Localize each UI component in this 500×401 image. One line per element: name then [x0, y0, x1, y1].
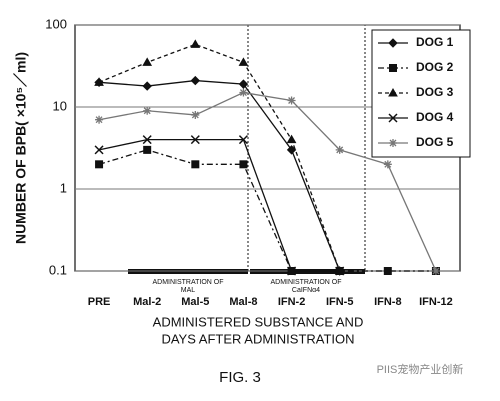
legend-label: DOG 5 — [416, 135, 454, 149]
annotation: CaIFNα4 — [292, 287, 320, 294]
marker — [431, 267, 440, 275]
y-axis-label: NUMBER OF BPB( ×10⁵／ml) — [13, 52, 29, 244]
caption: FIG. 3 — [219, 369, 261, 386]
annotation: ADMINISTRATION OF — [270, 279, 341, 286]
marker — [238, 57, 249, 66]
marker — [142, 135, 152, 145]
x-tick-label: PRE — [88, 296, 111, 308]
y-tick-label: 10 — [53, 98, 67, 113]
marker — [383, 160, 392, 169]
x-tick-label: IFN-5 — [326, 296, 354, 308]
marker — [388, 113, 398, 123]
x-tick-label: Mal-5 — [181, 296, 209, 308]
series-line — [98, 149, 436, 272]
marker — [191, 160, 200, 169]
marker — [389, 139, 397, 147]
series-line — [98, 138, 340, 272]
marker — [286, 134, 297, 144]
legend-label: DOG 4 — [416, 110, 454, 124]
marker — [190, 75, 201, 86]
marker — [335, 145, 344, 154]
watermark: PIIS宠物产业创新 — [377, 362, 464, 376]
marker — [190, 135, 200, 145]
marker — [94, 145, 104, 155]
legend-label: DOG 3 — [416, 85, 454, 99]
x-tick-label: IFN-12 — [419, 296, 453, 308]
marker — [383, 267, 392, 275]
annotation: MAL — [181, 287, 196, 294]
y-tick-label: 1 — [60, 180, 67, 195]
marker — [239, 88, 248, 97]
series-line — [98, 91, 437, 272]
marker — [388, 87, 398, 97]
marker — [287, 96, 296, 105]
marker — [143, 106, 152, 115]
series-line — [98, 43, 341, 272]
marker — [143, 145, 152, 154]
y-tick-label: 0.1 — [49, 262, 67, 277]
marker — [335, 266, 345, 276]
marker — [94, 77, 104, 86]
legend-label: DOG 2 — [416, 60, 454, 74]
marker — [239, 160, 248, 169]
marker — [142, 81, 152, 91]
marker — [190, 39, 201, 48]
marker — [238, 79, 249, 89]
marker — [142, 57, 153, 66]
marker — [388, 38, 398, 48]
x-tick-label: Mal-2 — [133, 296, 161, 308]
x-axis-label: ADMINISTERED SUBSTANCE AND — [153, 314, 364, 329]
annotation: ADMINISTRATION OF — [152, 279, 223, 286]
legend-label: DOG 1 — [416, 35, 454, 49]
marker — [95, 115, 104, 124]
x-axis-label: DAYS AFTER ADMINISTRATION — [161, 331, 354, 346]
x-tick-label: Mal-8 — [229, 296, 257, 308]
marker — [191, 110, 200, 119]
x-tick-label: IFN-2 — [278, 296, 306, 308]
ifn-period-box — [247, 24, 366, 272]
marker — [95, 160, 104, 169]
marker — [287, 266, 297, 276]
marker — [238, 135, 248, 145]
marker — [389, 64, 397, 72]
series-line — [99, 79, 341, 272]
y-tick-label: 100 — [45, 16, 67, 31]
x-tick-label: IFN-8 — [374, 296, 402, 308]
